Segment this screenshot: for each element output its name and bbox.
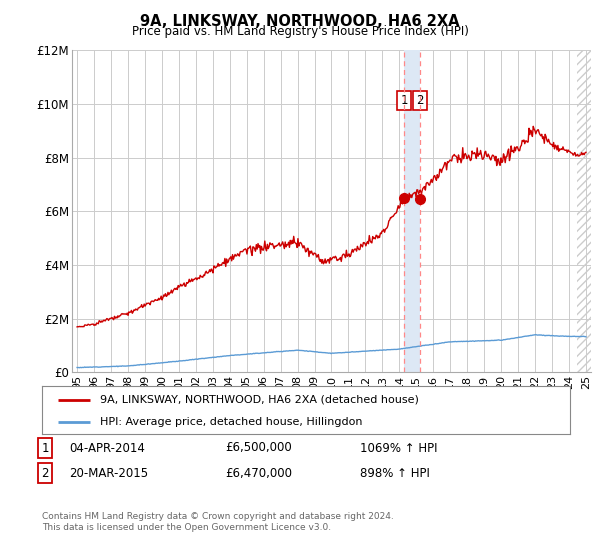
Text: 1069% ↑ HPI: 1069% ↑ HPI xyxy=(360,441,437,455)
Text: 04-APR-2014: 04-APR-2014 xyxy=(69,441,145,455)
Text: 1: 1 xyxy=(41,441,49,455)
Text: 2: 2 xyxy=(41,466,49,480)
Text: Contains HM Land Registry data © Crown copyright and database right 2024.
This d: Contains HM Land Registry data © Crown c… xyxy=(42,512,394,532)
Text: £6,470,000: £6,470,000 xyxy=(225,466,292,480)
Text: Price paid vs. HM Land Registry's House Price Index (HPI): Price paid vs. HM Land Registry's House … xyxy=(131,25,469,38)
Text: 9A, LINKSWAY, NORTHWOOD, HA6 2XA: 9A, LINKSWAY, NORTHWOOD, HA6 2XA xyxy=(140,14,460,29)
Text: 898% ↑ HPI: 898% ↑ HPI xyxy=(360,466,430,480)
Text: £6,500,000: £6,500,000 xyxy=(225,441,292,455)
Bar xyxy=(404,50,420,372)
Text: 20-MAR-2015: 20-MAR-2015 xyxy=(69,466,148,480)
Text: 1: 1 xyxy=(400,94,407,107)
Text: 9A, LINKSWAY, NORTHWOOD, HA6 2XA (detached house): 9A, LINKSWAY, NORTHWOOD, HA6 2XA (detach… xyxy=(100,395,419,405)
Text: 2: 2 xyxy=(416,94,424,107)
Text: HPI: Average price, detached house, Hillingdon: HPI: Average price, detached house, Hill… xyxy=(100,417,362,427)
